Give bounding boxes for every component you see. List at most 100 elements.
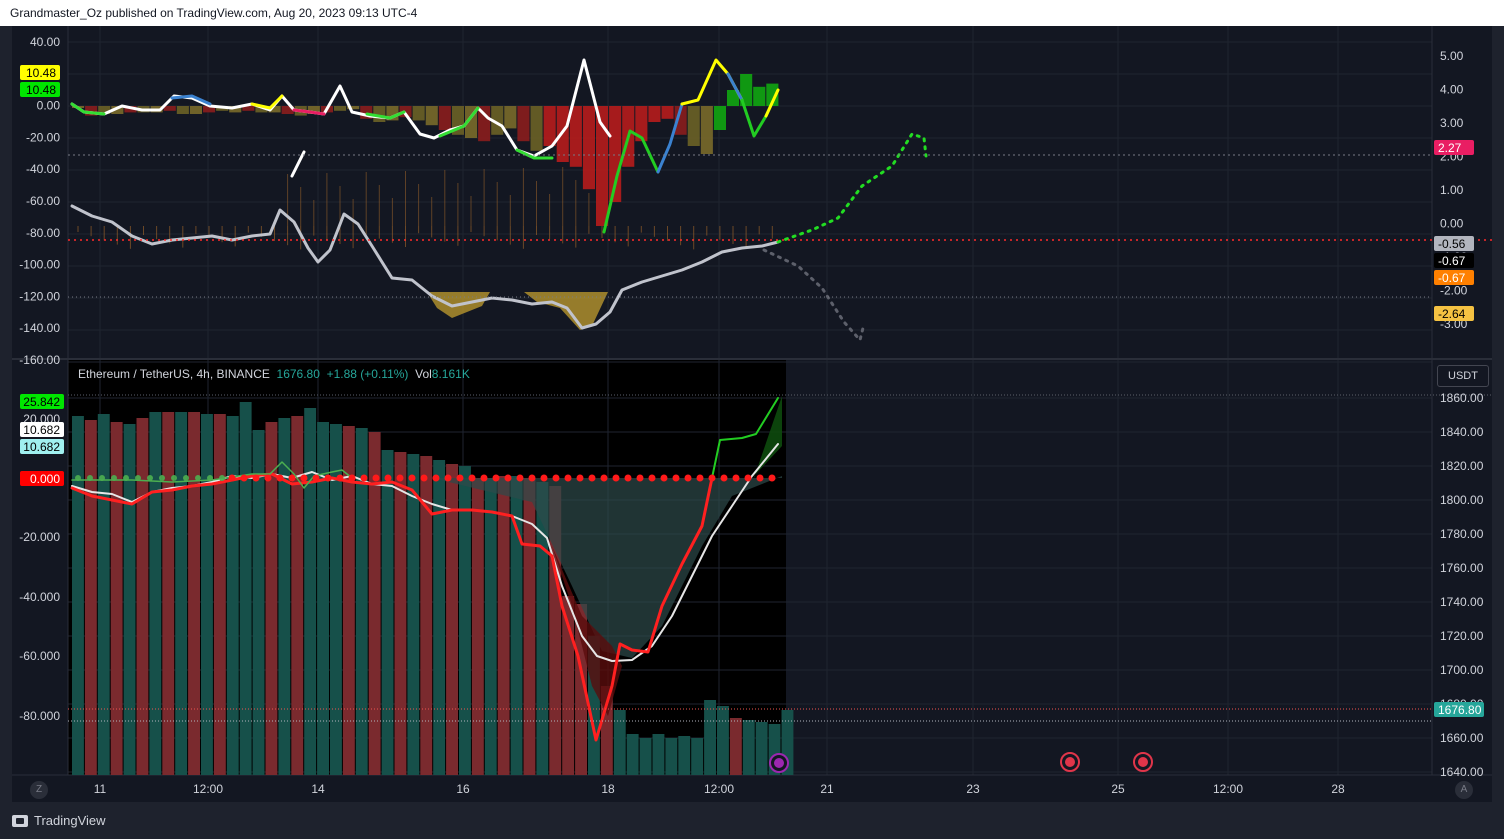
upper-histogram-bar [307,106,320,114]
time-axis-tick: 21 [820,782,834,796]
lower-zero-dot [228,474,236,482]
upper-histogram-bar [687,106,700,146]
upper-histogram-bar [713,106,726,130]
upper-histogram-bar [163,106,176,111]
upper-histogram-bar [569,106,582,167]
lower-zero-dot [468,474,476,482]
volume-value: 8.161K [431,367,470,381]
lower-zero-dot [528,474,536,482]
time-axis-tick: 14 [311,782,325,796]
lower-volume-bar [433,460,446,775]
lower-right-tick: 1760.00 [1440,561,1484,575]
lower-volume-bar [149,412,162,775]
currency-button[interactable]: USDT [1437,365,1489,387]
chart-canvas[interactable]: 40.0020.000.00-20.00-40.00-60.00-80.00-1… [12,26,1492,802]
lower-zero-dot [708,474,716,482]
lower-volume-bar [549,486,562,775]
upper-left-tick: -40.00 [26,162,60,176]
upper-histogram-bar [635,106,648,142]
upper-histogram-bar [674,106,687,135]
us-flag-event-icon-core [1065,757,1075,767]
upper-left-tick: -60.00 [26,194,60,208]
lower-volume-bar [497,476,510,775]
upper-oscillator-white [290,150,306,178]
lower-volume-bar [162,412,175,775]
upper-oscillator-yellow [250,94,284,110]
footer: TradingView [0,802,1504,839]
upper-histogram-bar [98,106,111,114]
lower-volume-bar [110,422,123,775]
symbol-legend: Ethereum / TetherUS, 4h, BINANCE 1676.80… [78,367,470,381]
lower-zero-dot [384,474,392,482]
upper-left-tick: -100.00 [19,258,60,272]
lower-zero-dot [432,474,440,482]
lower-zero-dot [348,474,356,482]
lower-volume-bar [717,706,729,775]
time-axis-tick: 25 [1111,782,1125,796]
lower-volume-bar [742,720,755,775]
upper-histogram-bar [176,106,189,114]
upper-histogram-bar [727,90,740,106]
lower-volume-bar [484,478,497,775]
lower-zero-dot [264,474,272,482]
lower-zero-dot [336,474,344,482]
tradingview-logo[interactable]: TradingView [12,813,106,828]
chart-area[interactable]: 40.0020.000.00-20.00-40.00-60.00-80.00-1… [12,26,1492,802]
lower-volume-bar [97,414,110,775]
lower-zero-dot [147,475,153,481]
upper-histogram-bar [700,106,713,154]
lower-volume-bar [407,454,420,775]
lower-volume-bar [755,722,768,775]
upper-histogram-bar [491,106,504,135]
upper-oscillator-green [602,129,660,234]
upper-left-badge-bg [20,65,60,80]
lower-right-tick: 1640.00 [1440,765,1484,779]
lower-volume-bar [639,738,652,775]
lower-zero-dot [396,474,404,482]
lower-left-badge: 10.682 [23,423,60,437]
publish-line: Grandmaster_Oz published on TradingView.… [10,6,418,20]
upper-right-tick: 4.00 [1440,83,1464,97]
upper-histogram-bar [229,106,242,113]
lower-cloud-area [432,476,782,658]
lower-green-line [71,461,353,489]
lower-volume-bar [678,736,691,775]
lower-zero-dot [636,474,644,482]
lower-zero-dot [492,474,500,482]
lower-zero-dot [624,474,632,482]
lower-volume-bar [768,724,781,775]
lower-zero-dot [564,474,572,482]
lower-volume-bar [226,416,239,775]
upper-left-tick: 0.00 [37,99,61,113]
lower-zero-dot [672,474,680,482]
time-axis-tick: 28 [1331,782,1345,796]
lower-zero-dot [720,474,728,482]
upper-right-badge: 2.27 [1438,141,1462,155]
lower-volume-bar [510,476,523,775]
lower-volume-bar [355,428,368,775]
upper-histogram-bar [753,86,766,106]
lower-zero-dot [195,475,201,481]
lower-right-tick: 1740.00 [1440,595,1484,609]
lower-zero-dot [516,474,524,482]
lower-volume-bar [136,418,149,775]
upper-oscillator-blue [656,102,684,174]
upper-oscillator-green [515,148,554,160]
lower-volume-bar [304,408,317,775]
lower-zero-dot [135,475,141,481]
lower-left-tick: -60.000 [19,649,60,663]
lower-volume-bar [188,412,200,775]
lower-zero-dot [123,475,129,481]
lower-zero-dot [444,474,452,482]
lower-zero-dot [768,474,776,482]
auto-scale-left-button[interactable]: Z [30,781,48,799]
lower-zero-dot [648,474,656,482]
lower-volume-bar [342,426,355,775]
lower-volume-bar [704,700,716,775]
upper-right-badge: -0.67 [1438,254,1466,268]
auto-scale-right-button[interactable]: A [1455,781,1473,799]
upper-left-badge: 10.48 [26,83,56,97]
upper-left-tick: -120.00 [19,289,60,303]
lower-left-badge-bg [20,394,64,409]
lower-left-tick: -40.000 [19,590,60,604]
